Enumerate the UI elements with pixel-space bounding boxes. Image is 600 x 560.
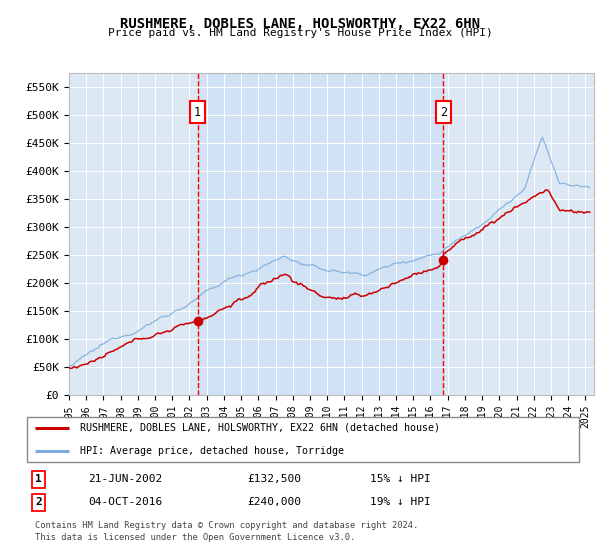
Text: RUSHMERE, DOBLES LANE, HOLSWORTHY, EX22 6HN (detached house): RUSHMERE, DOBLES LANE, HOLSWORTHY, EX22 … — [80, 422, 440, 432]
Text: 1: 1 — [194, 105, 201, 119]
Text: HPI: Average price, detached house, Torridge: HPI: Average price, detached house, Torr… — [80, 446, 344, 456]
Text: 2: 2 — [440, 105, 447, 119]
FancyBboxPatch shape — [27, 417, 579, 463]
Text: RUSHMERE, DOBLES LANE, HOLSWORTHY, EX22 6HN: RUSHMERE, DOBLES LANE, HOLSWORTHY, EX22 … — [120, 17, 480, 31]
Text: £240,000: £240,000 — [247, 497, 301, 507]
Text: 15% ↓ HPI: 15% ↓ HPI — [370, 474, 431, 484]
Text: 19% ↓ HPI: 19% ↓ HPI — [370, 497, 431, 507]
Text: 2: 2 — [35, 497, 42, 507]
Text: This data is licensed under the Open Government Licence v3.0.: This data is licensed under the Open Gov… — [35, 533, 355, 543]
Text: 1: 1 — [35, 474, 42, 484]
Text: Price paid vs. HM Land Registry's House Price Index (HPI): Price paid vs. HM Land Registry's House … — [107, 28, 493, 38]
Bar — [197, 73, 443, 395]
Text: Contains HM Land Registry data © Crown copyright and database right 2024.: Contains HM Land Registry data © Crown c… — [35, 521, 418, 530]
Text: 21-JUN-2002: 21-JUN-2002 — [88, 474, 163, 484]
Text: £132,500: £132,500 — [247, 474, 301, 484]
Text: 04-OCT-2016: 04-OCT-2016 — [88, 497, 163, 507]
